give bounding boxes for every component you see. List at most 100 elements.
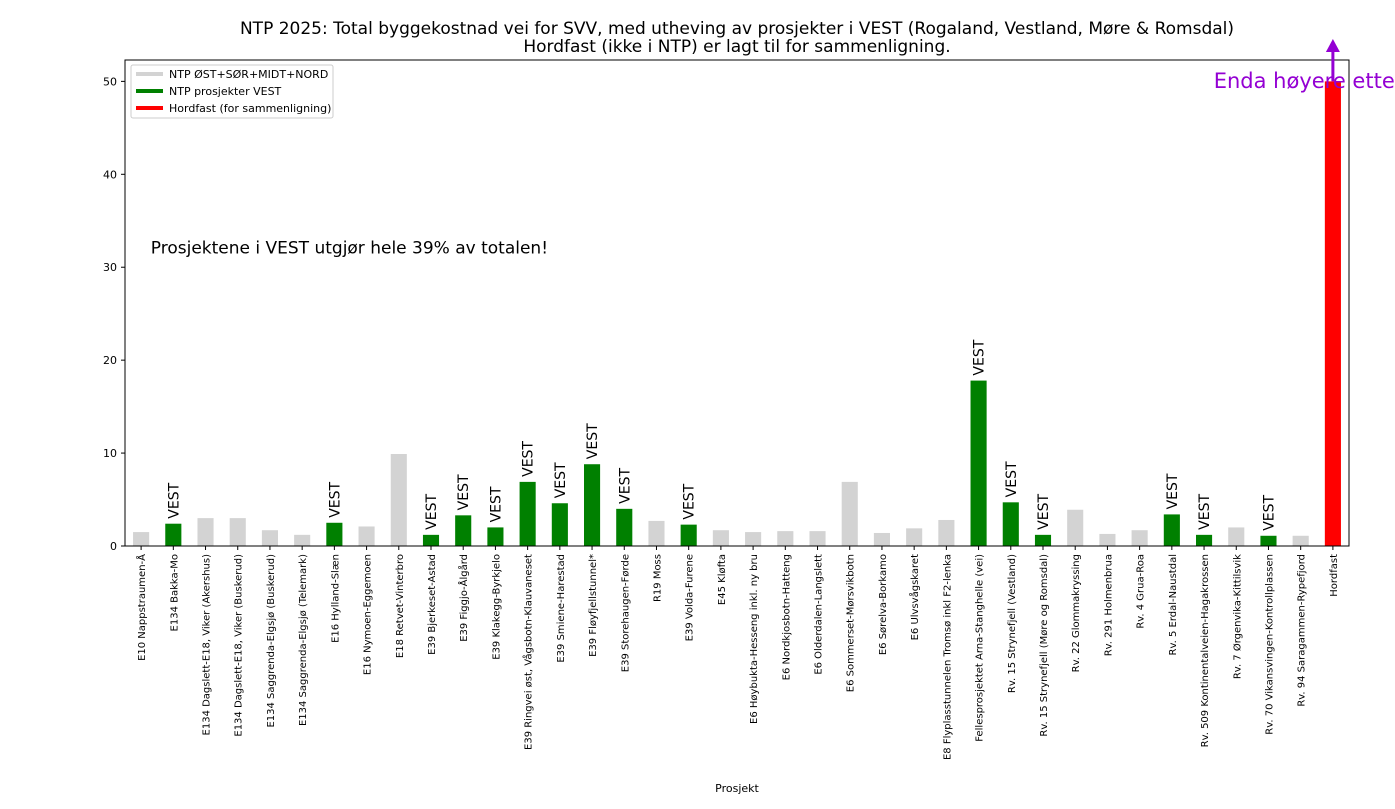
x-tick-label: Rv. 509 Kontinentalveien-Hagakrossen xyxy=(1200,554,1211,747)
bar-4 xyxy=(261,530,278,546)
bar-label-vest: VEST xyxy=(682,483,698,519)
x-tick-label: R19 Moss xyxy=(652,554,663,602)
bar-label-vest: VEST xyxy=(1036,494,1052,530)
bar-12 xyxy=(519,481,536,546)
bar-24 xyxy=(906,528,923,546)
bar-3 xyxy=(229,518,246,546)
bar-label-vest: VEST xyxy=(1197,494,1213,530)
x-tick-label: Rv. 7 Ørgenvika-Kittilsvik xyxy=(1231,554,1243,679)
bar-label-vest: VEST xyxy=(553,462,569,498)
bar-7 xyxy=(358,526,375,546)
bar-label-vest: VEST xyxy=(488,486,504,522)
bar-label-vest: VEST xyxy=(327,481,343,517)
bar-2 xyxy=(197,518,214,546)
annotation-vest-share: Prosjektene i VEST utgjør hele 39% av to… xyxy=(151,238,548,258)
x-tick-label: Hordfast xyxy=(1329,554,1340,597)
x-tick-label: Rv. 4 Grua-Roa xyxy=(1136,554,1147,629)
bar-35 xyxy=(1260,535,1277,546)
x-tick-label: E6 Nordkjosbotn-Hatteng xyxy=(781,554,792,680)
x-tick-label: E8 Flyplasstunnelen Tromsø inkl F2-lenka xyxy=(942,554,953,760)
bar-17 xyxy=(680,524,697,546)
bar-1 xyxy=(165,523,182,546)
bar-22 xyxy=(841,481,858,546)
y-axis: 0 10 20 30 40 50 xyxy=(103,75,125,553)
bar-33 xyxy=(1196,534,1213,546)
x-tick-label: E134 Bakka-Mo xyxy=(169,554,180,631)
bar-20 xyxy=(777,531,794,546)
x-tick-label: E6 Sørelva-Borkamo xyxy=(878,554,889,655)
bar-label-vest: VEST xyxy=(1004,461,1020,497)
bar-30 xyxy=(1099,533,1116,546)
x-tick-label: E39 Smiene-Harestad xyxy=(556,554,567,663)
bar-28 xyxy=(1034,534,1052,546)
up-arrow-icon xyxy=(1325,39,1340,82)
bar-label-vest: VEST xyxy=(617,468,633,504)
x-tick-label: E134 Saggrenda-Elgsjø (Buskerud) xyxy=(266,554,277,728)
x-tick-label: E6 Sommerset-Mørsvikbotn xyxy=(846,554,857,692)
bar-19 xyxy=(745,532,762,546)
bar-6 xyxy=(326,522,343,546)
legend-box xyxy=(130,64,334,119)
annotations-layer: Prosjektene i VEST utgjør hele 39% av to… xyxy=(151,69,1395,258)
x-tick-label: E39 Figgjo-Ålgård xyxy=(457,554,470,642)
x-tick-label: E39 Ringvei øst, Vågsbotn-Klauvaneset xyxy=(522,554,535,750)
y-tick-label: 50 xyxy=(103,75,117,88)
bar-label-vest: VEST xyxy=(456,474,472,510)
chart-title: NTP 2025: Total byggekostnad vei for SVV… xyxy=(240,19,1234,39)
bar-0 xyxy=(133,532,150,546)
bar-label-vest: VEST xyxy=(585,423,601,459)
x-tick-label: E39 Volda-Furene xyxy=(685,554,696,641)
legend-entry-label: NTP ØST+SØR+MIDT+NORD xyxy=(169,68,328,81)
x-tick-label: Rv. 22 Glommakryssing xyxy=(1071,554,1082,672)
bar-26 xyxy=(970,380,987,546)
x-tick-label: Rv. 15 Strynefjell (Møre og Romsdal) xyxy=(1039,554,1050,737)
legend: NTP ØST+SØR+MIDT+NORD NTP prosjekter VEST… xyxy=(130,64,334,119)
bars-layer xyxy=(133,81,1341,546)
x-tick-label: E16 Hylland-Slæn xyxy=(330,554,341,643)
bar-5 xyxy=(294,534,311,546)
bar-labels-layer: VEST VEST VEST VEST VEST VEST VEST VEST VEST VEST… xyxy=(166,339,1277,530)
chart-subtitle: Hordfast (ikke i NTP) er lagt til for sa… xyxy=(523,37,950,57)
bar-label-vest: VEST xyxy=(1261,494,1277,530)
y-tick-label: 10 xyxy=(103,447,117,460)
x-tick-label: E39 Fløyfjellstunnel* xyxy=(588,554,599,657)
legend-entry-label: NTP prosjekter VEST xyxy=(169,85,282,98)
bar-32 xyxy=(1163,514,1180,546)
x-tick-label: E39 Klakegg-Byrkjelo xyxy=(491,554,502,660)
bar-label-vest: VEST xyxy=(521,441,537,477)
bar-10 xyxy=(455,515,472,546)
x-axis: E10 Nappstraumen-Å E134 Bakka-Mo E134 Dags… xyxy=(135,546,1340,760)
x-tick-label: E18 Retvet-Vinterbro xyxy=(395,554,406,658)
x-tick-label: Rv. 70 Vikansvingen-Kontrollplassen xyxy=(1264,554,1275,735)
y-tick-label: 40 xyxy=(103,168,117,181)
x-tick-label: E134 Dagslett-E18, Viker (Akershus) xyxy=(202,554,213,736)
x-tick-label: E134 Saggrenda-Elgsjø (Telemark) xyxy=(298,554,309,726)
x-tick-label: E16 Nymoen-Eggemoen xyxy=(363,554,374,675)
bar-label-vest: VEST xyxy=(166,482,182,518)
x-tick-label: E10 Nappstraumen-Å xyxy=(135,554,148,661)
annotation-hordfast-note: Enda høyere etter tall fra reg. plan xyxy=(1214,69,1395,93)
bar-37 xyxy=(1324,81,1341,546)
bar-34 xyxy=(1228,527,1245,546)
y-tick-label: 20 xyxy=(103,354,117,367)
bar-14 xyxy=(584,464,601,546)
x-axis-label: Prosjekt xyxy=(715,782,759,795)
bar-36 xyxy=(1292,535,1309,546)
x-tick-label: E6 Olderdalen-Langslett xyxy=(814,554,825,675)
x-tick-label: E39 Bjerkeset-Astad xyxy=(427,554,438,655)
x-tick-label: Rv. 5 Erdal-Naustdal xyxy=(1168,554,1179,655)
x-tick-label: E45 Kløfta xyxy=(717,554,728,605)
bar-label-vest: VEST xyxy=(424,494,440,530)
bar-23 xyxy=(873,532,890,546)
bar-8 xyxy=(390,454,407,546)
bar-25 xyxy=(938,519,955,546)
x-tick-label: E39 Storehaugen-Førde xyxy=(620,554,631,672)
plot-frame xyxy=(124,59,1350,547)
x-tick-label: E134 Dagslett-E18, Viker (Buskerud) xyxy=(234,554,245,737)
x-tick-label: E6 Høybukta-Hesseng inkl. ny bru xyxy=(749,554,760,724)
bar-15 xyxy=(616,508,633,546)
bar-label-vest: VEST xyxy=(972,339,988,375)
bar-27 xyxy=(1002,502,1019,546)
arrow-head xyxy=(1325,39,1340,52)
x-tick-label: Rv. 291 Holmenbrua xyxy=(1103,554,1114,656)
